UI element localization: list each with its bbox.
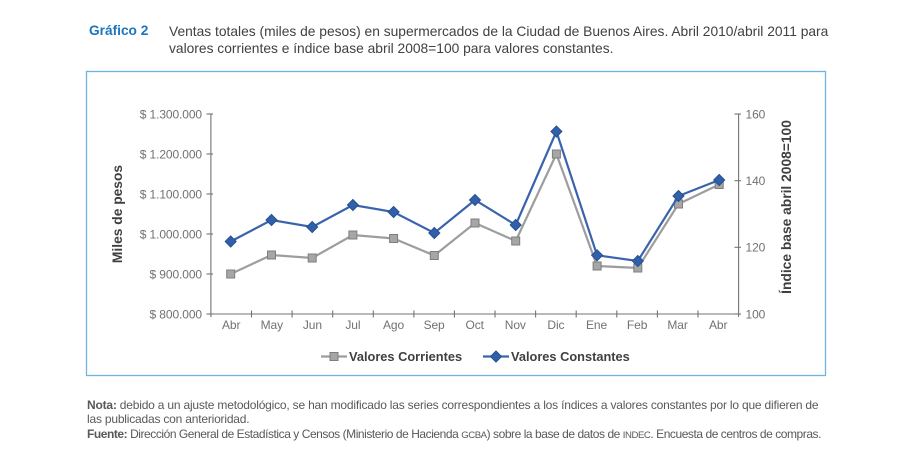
svg-text:Nov: Nov	[505, 318, 526, 332]
svg-text:Ago: Ago	[383, 318, 404, 332]
svg-text:$ 1.100.000: $ 1.100.000	[140, 187, 203, 201]
svg-text:Ene: Ene	[586, 318, 607, 332]
svg-text:Índice base abril 2008=100: Índice base abril 2008=100	[778, 120, 794, 294]
svg-text:Dic: Dic	[547, 318, 564, 332]
svg-text:Sep: Sep	[424, 318, 445, 332]
svg-text:160: 160	[746, 107, 766, 121]
svg-text:140: 140	[746, 174, 766, 188]
svg-text:Feb: Feb	[627, 318, 648, 332]
svg-text:May: May	[261, 318, 283, 332]
svg-text:$ 800.000: $ 800.000	[150, 307, 203, 321]
svg-text:Jun: Jun	[303, 318, 322, 332]
svg-text:$ 1.200.000: $ 1.200.000	[140, 147, 203, 161]
svg-text:Valores Corrientes: Valores Corrientes	[349, 349, 462, 364]
svg-text:Miles de pesos: Miles de pesos	[110, 165, 125, 263]
svg-text:Valores Constantes: Valores Constantes	[511, 349, 630, 364]
svg-text:Jul: Jul	[345, 318, 360, 332]
svg-text:Abr: Abr	[222, 318, 240, 332]
svg-text:Mar: Mar	[667, 318, 687, 332]
svg-text:Abr: Abr	[709, 318, 727, 332]
svg-text:120: 120	[746, 241, 766, 255]
svg-text:Oct: Oct	[466, 318, 485, 332]
svg-text:$ 1.300.000: $ 1.300.000	[140, 107, 203, 121]
svg-text:100: 100	[746, 307, 766, 321]
svg-text:$ 1.000.000: $ 1.000.000	[140, 227, 203, 241]
svg-text:$ 900.000: $ 900.000	[150, 267, 203, 281]
